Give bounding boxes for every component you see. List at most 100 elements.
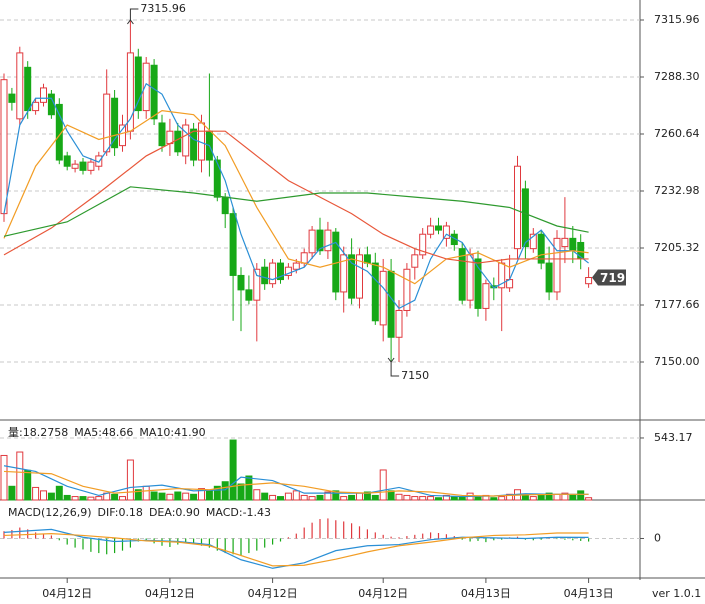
- volume-bar: [245, 475, 253, 501]
- legend-label: MACD:-1.43: [206, 506, 271, 519]
- volume-bar: [63, 494, 71, 501]
- candle-body: [395, 309, 403, 338]
- candle-body: [308, 229, 316, 254]
- candle-body: [142, 62, 150, 112]
- volume-bar: [269, 494, 277, 501]
- y-tick-label: 7260.64: [654, 127, 700, 140]
- legend-label: 量:18.2758: [8, 426, 68, 439]
- y-tick-label: 7177.66: [654, 298, 700, 311]
- legend-label: MA10:41.90: [139, 426, 205, 439]
- volume-bar: [174, 491, 182, 501]
- candle-body: [134, 56, 142, 112]
- candle-body: [403, 268, 411, 311]
- volume-bar: [16, 451, 24, 501]
- volume-bar: [316, 494, 324, 501]
- x-tick-label: 04月13日: [564, 587, 614, 600]
- candle-body: [553, 237, 561, 293]
- volume-bar: [553, 493, 561, 501]
- volume-bar: [435, 497, 442, 501]
- volume-bar: [300, 494, 308, 501]
- candle-body: [174, 130, 182, 153]
- volume-bar: [419, 496, 427, 501]
- volume-bar: [387, 490, 395, 501]
- candle-body: [379, 270, 387, 326]
- volume-bar: [292, 490, 300, 501]
- volume-bar: [450, 496, 458, 501]
- candle-body: [111, 97, 119, 149]
- volume-bar: [126, 459, 134, 501]
- x-tick-label: 04月12日: [248, 587, 298, 600]
- y-tick-label: 543.17: [654, 431, 693, 444]
- y-tick-label: 0: [654, 531, 661, 544]
- volume-bar: [150, 491, 158, 501]
- volume-bar: [253, 489, 261, 501]
- candle-body: [316, 229, 324, 252]
- candle-body: [253, 268, 261, 301]
- volume-bar: [521, 494, 529, 501]
- candle-body: [63, 155, 71, 167]
- y-tick-label: 7205.32: [654, 241, 700, 254]
- volume-bar: [569, 494, 577, 501]
- y-tick-label: 7288.30: [654, 70, 700, 83]
- candle-body: [340, 254, 348, 293]
- volume-bar: [166, 493, 174, 501]
- volume-bar: [545, 492, 553, 501]
- annotation-arrow: [129, 8, 139, 21]
- volume-bar: [332, 490, 340, 501]
- candle-body: [221, 196, 229, 215]
- arrow-head: [387, 357, 395, 363]
- candle-body: [411, 254, 419, 268]
- indicator-line: [3, 82, 589, 310]
- candle-body: [87, 161, 95, 171]
- annotation-label: 7315.96: [140, 2, 186, 15]
- candle-body: [119, 124, 126, 147]
- volume-bar: [24, 469, 32, 501]
- candle-body: [190, 128, 198, 161]
- volume-bar: [585, 497, 593, 501]
- volume-bar: [577, 490, 585, 501]
- candle-body: [0, 79, 8, 215]
- candle-body: [324, 229, 332, 252]
- candle-body: [237, 274, 245, 291]
- volume-bar: [221, 481, 229, 501]
- volume-bar: [0, 454, 8, 501]
- volume-bar: [71, 496, 79, 501]
- candle-body: [514, 165, 521, 250]
- candle-body: [427, 225, 435, 235]
- indicator-line: [3, 186, 589, 237]
- volume-bar: [474, 496, 482, 501]
- candle-body: [363, 254, 371, 264]
- x-tick-label: 04月13日: [461, 587, 511, 600]
- volume-bar: [79, 496, 87, 501]
- indicator-line: [3, 109, 589, 285]
- volume-bar: [8, 485, 16, 501]
- volume-bar: [348, 494, 356, 501]
- volume-bar: [284, 492, 292, 501]
- volume-bar: [47, 492, 55, 501]
- candle-body: [292, 262, 300, 270]
- legend-label: MACD(12,26,9): [8, 506, 92, 519]
- volume-bar: [158, 492, 166, 501]
- candle-body: [529, 233, 537, 250]
- candle-body: [458, 248, 466, 301]
- candle-body: [32, 101, 40, 112]
- volume-bar: [40, 490, 47, 501]
- candle-body: [24, 66, 32, 112]
- volume-bar: [182, 492, 190, 501]
- annotation-arrow: [390, 361, 400, 377]
- volume-bar: [395, 493, 403, 501]
- volume-bar: [356, 492, 363, 501]
- volume-bar: [324, 491, 332, 501]
- candle-body: [150, 64, 158, 120]
- y-tick-label: 7232.98: [654, 184, 700, 197]
- volume-bar: [363, 491, 371, 501]
- volume-bar: [379, 469, 387, 501]
- volume-bar: [111, 493, 119, 501]
- candle-body: [371, 262, 379, 322]
- x-tick-label: 04月12日: [145, 587, 195, 600]
- indicator-line: [3, 470, 589, 497]
- volume-bar: [308, 496, 316, 501]
- candle-body: [229, 213, 237, 276]
- candle-body: [348, 254, 356, 299]
